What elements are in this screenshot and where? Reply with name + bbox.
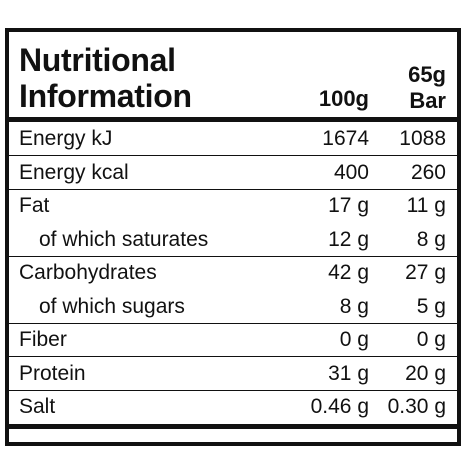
- title-line-1: Nutritional: [19, 42, 176, 78]
- nutrient-value-per-100g: 0 g: [339, 328, 369, 351]
- nutrient-rows: Energy kJ 1674 1088 Energy kcal 400 260 Fat 17 …: [9, 122, 457, 424]
- nutrition-label: Nutritional Information 100g 65g Bar Ene…: [5, 28, 461, 446]
- nutrient-value-per-100g: 17 g: [328, 194, 369, 217]
- nutrient-value-per-bar: 20 g: [405, 361, 446, 385]
- label-header: Nutritional Information 100g 65g Bar: [9, 32, 457, 116]
- nutrient-row: of which saturates 12 g 8 g: [9, 223, 457, 257]
- nutrient-value-per-bar: 0.30 g: [387, 395, 446, 418]
- title-line-2: Information: [19, 78, 192, 114]
- nutrient-row: Fat 17 g 11 g: [9, 189, 457, 222]
- nutrient-value-per-100g: 1674: [322, 127, 369, 150]
- nutrient-value-per-bar: 1088: [399, 127, 446, 150]
- nutrient-value-per-100g: 8 g: [339, 294, 369, 318]
- nutrient-name: of which saturates: [39, 227, 209, 251]
- nutrient-value-per-bar: 27 g: [405, 261, 446, 284]
- nutrient-value-per-bar: 11 g: [406, 194, 446, 217]
- nutrient-name: Salt: [19, 395, 56, 418]
- nutrient-name: Protein: [19, 361, 86, 385]
- nutrient-value-per-100g: 31 g: [328, 361, 369, 385]
- nutrient-row: Energy kJ 1674 1088: [9, 122, 457, 156]
- nutrient-value-per-bar: 5 g: [416, 294, 446, 318]
- nutrient-value-per-100g: 42 g: [328, 261, 369, 284]
- nutrient-value-per-bar: 0 g: [416, 328, 446, 351]
- nutrient-name: Fat: [19, 194, 50, 217]
- nutrient-value-per-bar: 8 g: [416, 227, 446, 251]
- column-header-per-bar-line-2: Bar: [409, 88, 446, 113]
- column-header-per-bar: 65g Bar: [408, 62, 446, 114]
- nutrient-value-per-bar: 260: [410, 160, 446, 184]
- nutrient-value-per-100g: 400: [333, 160, 369, 184]
- nutrient-name: Energy kJ: [19, 127, 113, 150]
- label-title: Nutritional Information: [19, 42, 192, 114]
- nutrient-row: Fiber 0 g 0 g: [9, 323, 457, 357]
- nutrient-name: of which sugars: [39, 294, 185, 318]
- nutrient-value-per-100g: 0.46 g: [310, 395, 369, 418]
- nutrient-row: Salt 0.46 g 0.30 g: [9, 390, 457, 423]
- nutrient-name: Fiber: [19, 328, 67, 351]
- column-header-per-bar-line-1: 65g: [408, 62, 446, 87]
- nutrient-row: Carbohydrates 42 g 27 g: [9, 256, 457, 289]
- nutrient-name: Energy kcal: [19, 160, 129, 184]
- header-divider: [9, 117, 457, 122]
- nutrient-row: of which sugars 8 g 5 g: [9, 290, 457, 324]
- nutrient-row: Protein 31 g 20 g: [9, 357, 457, 391]
- column-header-per-100g: 100g: [318, 86, 369, 111]
- footer-divider: [9, 424, 457, 429]
- nutrient-name: Carbohydrates: [19, 261, 157, 284]
- nutrient-row: Energy kcal 400 260: [9, 156, 457, 190]
- nutrient-value-per-100g: 12 g: [328, 227, 369, 251]
